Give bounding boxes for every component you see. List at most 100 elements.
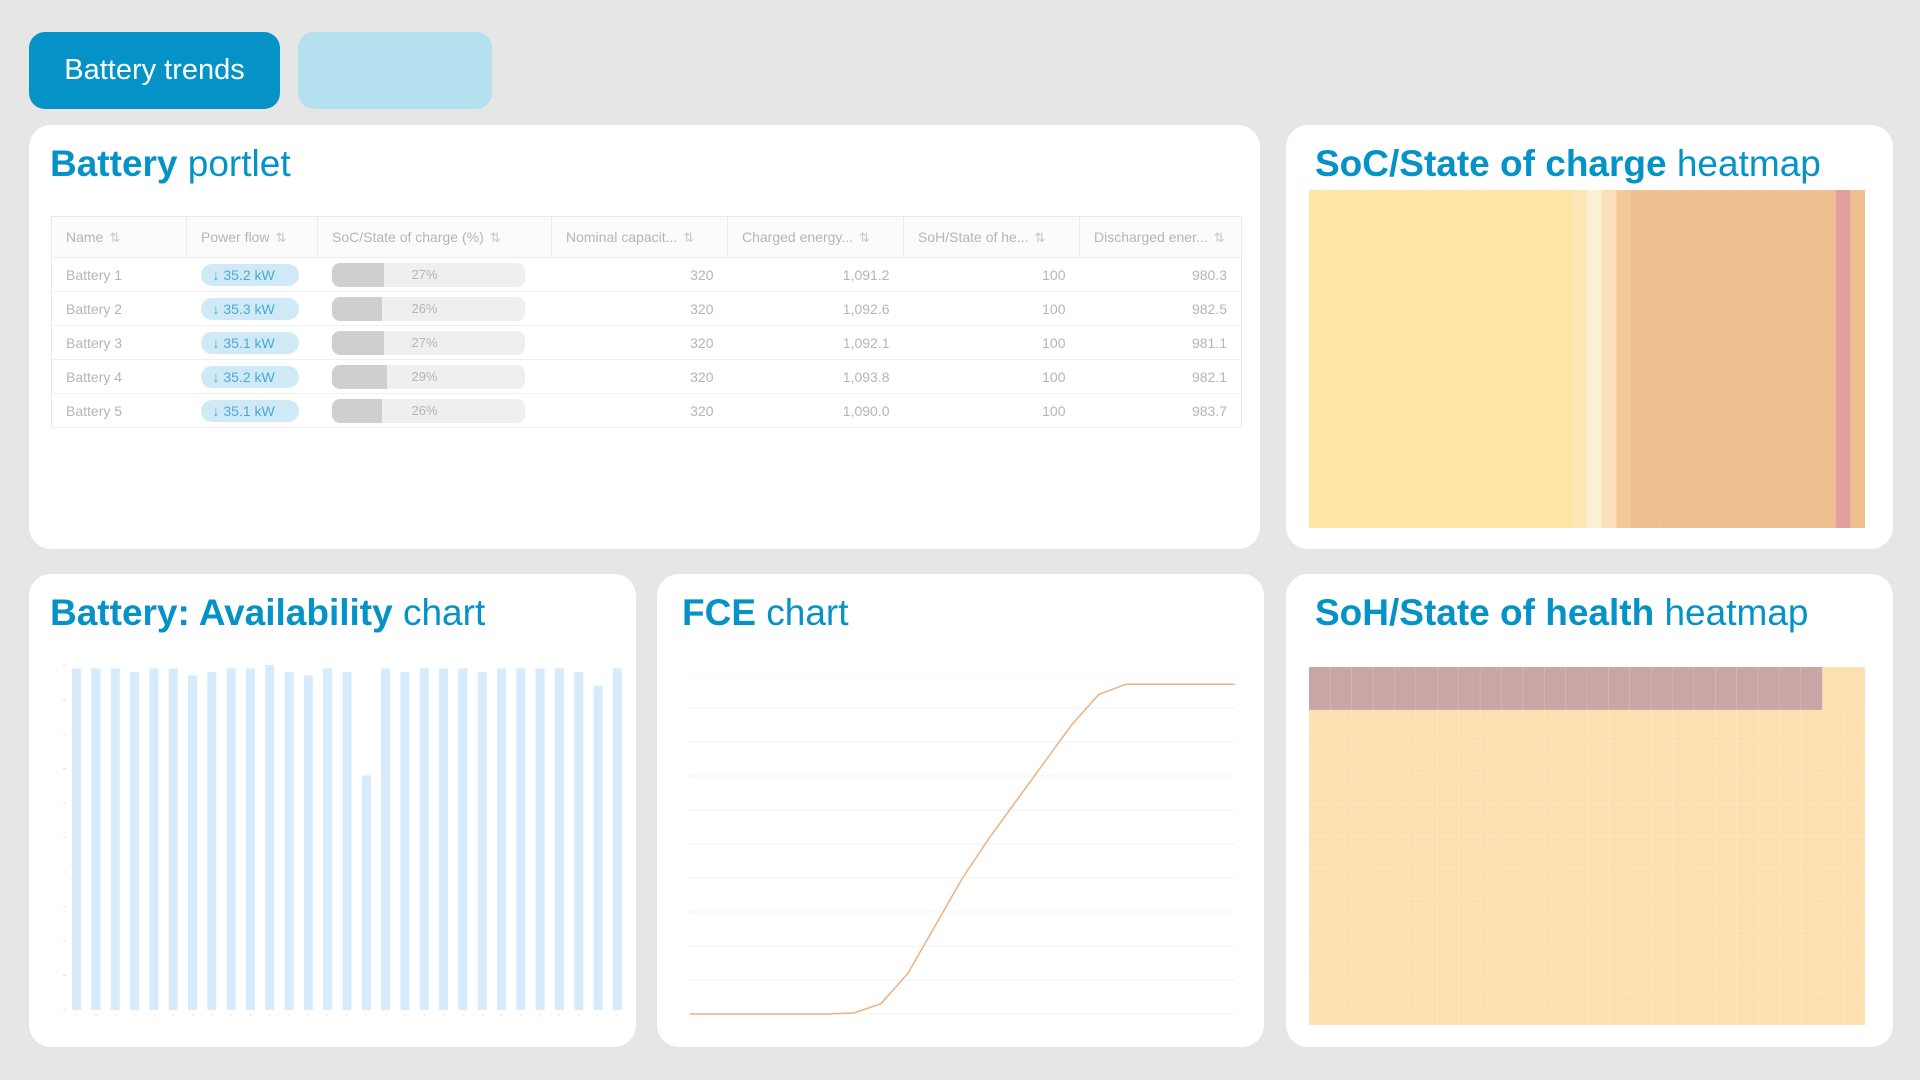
availability-chart[interactable] — [39, 659, 629, 1019]
heatmap-cell — [1394, 930, 1417, 963]
heatmap-cell — [1672, 835, 1695, 868]
heatmap-cell — [1757, 898, 1780, 931]
heatmap-cell — [1650, 709, 1673, 742]
soc-percent: 26% — [411, 300, 438, 316]
heatmap-cell — [1458, 930, 1481, 963]
heatmap-cell — [1565, 804, 1588, 837]
column-header-charged-energy[interactable]: Charged energy... ⇅ — [727, 216, 904, 258]
heatmap-cell — [1309, 835, 1331, 868]
heatmap-cell — [1779, 709, 1802, 742]
heatmap-cell — [1458, 709, 1481, 742]
power-flow-badge: ↓ 35.2 kW — [200, 365, 299, 388]
heatmap-cell — [1718, 190, 1735, 528]
heatmap-cell — [1821, 804, 1844, 837]
availability-bar — [458, 668, 468, 1010]
table-row[interactable]: Battery 2 ↓ 35.3 kW 26% 320 1,092.6 100 982.5 — [51, 291, 1242, 326]
table-row[interactable]: Battery 4 ↓ 35.2 kW 29% 320 1,093.8 100 982.1 — [51, 359, 1242, 394]
tab-battery-trends[interactable]: Battery trends — [29, 32, 280, 109]
availability-bar — [516, 668, 526, 1010]
heatmap-cell — [1715, 667, 1737, 711]
heatmap-cell — [1736, 709, 1759, 742]
heatmap-cell — [1757, 772, 1780, 805]
column-header-soc[interactable]: SoC/State of charge (%) ⇅ — [317, 216, 552, 258]
heatmap-cell — [1736, 667, 1759, 711]
heatmap-cell — [1330, 898, 1353, 931]
sort-icon: ⇅ — [683, 229, 695, 245]
sort-icon: ⇅ — [1213, 229, 1225, 245]
availability-bar — [207, 671, 217, 1010]
heatmap-cell — [1543, 741, 1566, 774]
heatmap-cell — [1608, 772, 1631, 805]
availability-bar — [323, 668, 333, 1010]
heatmap-cell — [1458, 667, 1481, 711]
heatmap-cell — [1565, 993, 1588, 1025]
heatmap-cell — [1330, 667, 1353, 711]
heatmap-cell — [1650, 835, 1673, 868]
heatmap-cell — [1394, 741, 1417, 774]
power-flow-cell: ↓ 35.2 kW — [186, 257, 318, 292]
heatmap-cell — [1757, 835, 1780, 868]
heatmap-cell — [1498, 190, 1515, 528]
column-header-discharged-energy[interactable]: Discharged ener... ⇅ — [1079, 216, 1242, 258]
heatmap-cell — [1650, 993, 1673, 1025]
heatmap-cell — [1757, 930, 1780, 963]
heatmap-cell — [1586, 898, 1609, 931]
soc-heatmap[interactable] — [1309, 190, 1865, 528]
column-header-power-flow[interactable]: Power flow ⇅ — [186, 216, 318, 258]
soc-cell: 27% — [317, 257, 552, 292]
heatmap-cell — [1565, 961, 1588, 994]
table-body: Battery 1 ↓ 35.2 kW 27% 320 1,091.2 100 980.3 B… — [51, 257, 1242, 428]
availability-bar — [381, 668, 391, 1010]
heatmap-cell — [1337, 190, 1354, 528]
heatmap-cell — [1586, 835, 1609, 868]
heatmap-cell — [1586, 709, 1609, 742]
heatmap-cell — [1776, 190, 1793, 528]
availability-bar — [91, 668, 101, 1010]
heatmap-cell — [1736, 772, 1759, 805]
heatmap-cell — [1736, 961, 1759, 994]
heatmap-cell — [1501, 867, 1524, 900]
availability-bar — [303, 675, 313, 1010]
heatmap-cell — [1415, 772, 1438, 805]
column-header-name[interactable]: Name ⇅ — [51, 216, 187, 258]
heatmap-cell — [1501, 930, 1524, 963]
heatmap-cell — [1479, 867, 1502, 900]
heatmap-cell — [1779, 835, 1802, 868]
heatmap-cell — [1693, 993, 1716, 1025]
heatmap-cell — [1351, 993, 1374, 1025]
heatmap-cell — [1543, 667, 1566, 711]
heatmap-cell — [1484, 190, 1501, 528]
heatmap-cell — [1394, 867, 1417, 900]
heatmap-cell — [1645, 190, 1661, 528]
heatmap-cell — [1586, 190, 1603, 528]
heatmap-cell — [1351, 930, 1374, 963]
soh-heatmap[interactable] — [1309, 667, 1865, 1025]
heatmap-cell — [1458, 772, 1481, 805]
heatmap-cell — [1689, 190, 1705, 528]
availability-bar — [130, 671, 140, 1010]
column-header-nominal-capacity[interactable]: Nominal capacit... ⇅ — [551, 216, 728, 258]
column-header-soh[interactable]: SoH/State of he... ⇅ — [903, 216, 1080, 258]
heatmap-cell — [1501, 804, 1524, 837]
heatmap-cell — [1715, 898, 1737, 931]
availability-bar — [477, 671, 487, 1010]
power-flow-badge: ↓ 35.3 kW — [200, 297, 299, 320]
availability-bar — [168, 668, 178, 1010]
table-row[interactable]: Battery 1 ↓ 35.2 kW 27% 320 1,091.2 100 980.3 — [51, 257, 1242, 292]
availability-bar — [535, 668, 545, 1010]
availability-bar — [554, 668, 564, 1010]
availability-bar — [188, 675, 198, 1010]
soc-progress-fill — [331, 364, 388, 389]
table-row[interactable]: Battery 5 ↓ 35.1 kW 26% 320 1,090.0 100 983.7 — [51, 393, 1242, 428]
table-row[interactable]: Battery 3 ↓ 35.1 kW 27% 320 1,092.1 100 981.1 — [51, 325, 1242, 360]
fce-chart[interactable] — [682, 674, 1237, 1024]
heatmap-cell — [1437, 709, 1459, 742]
heatmap-cell — [1479, 667, 1502, 711]
heatmap-cell — [1693, 867, 1716, 900]
heatmap-cell — [1821, 993, 1844, 1025]
heatmap-cell — [1586, 804, 1609, 837]
heatmap-cell — [1608, 804, 1631, 837]
heatmap-cell — [1396, 190, 1413, 528]
tab-secondary[interactable] — [298, 32, 492, 109]
heatmap-cell — [1703, 190, 1720, 528]
